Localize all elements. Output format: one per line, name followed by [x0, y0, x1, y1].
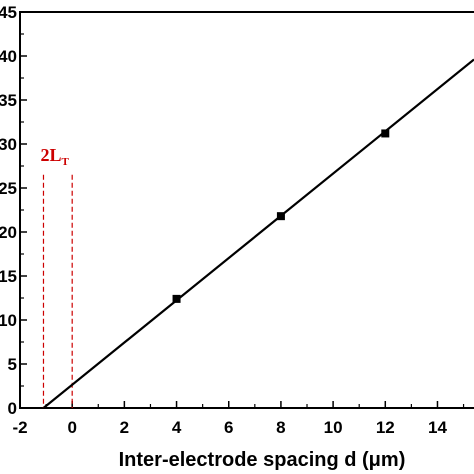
x-tick-label: 2: [120, 418, 129, 437]
data-point: [381, 129, 390, 138]
data-points: [172, 129, 390, 303]
x-tick-label: 12: [376, 418, 395, 437]
x-tick-label: 4: [172, 418, 182, 437]
y-tick-label: 35: [0, 91, 17, 110]
y-tick-label: 40: [0, 47, 17, 66]
x-tick-label: 6: [224, 418, 233, 437]
x-tick-label: 8: [276, 418, 285, 437]
transfer-length-label: 2LT: [40, 145, 69, 168]
x-tick-label: 14: [428, 418, 447, 437]
y-tick-label: 30: [0, 135, 17, 154]
transfer-length-label-main: 2L: [40, 145, 61, 165]
plot-frame: [19, 11, 474, 409]
x-tick-label: 10: [324, 418, 343, 437]
fit-line: [42, 58, 474, 409]
y-tick-label: 10: [0, 311, 17, 330]
y-tick-label: 45: [0, 3, 17, 22]
transfer-length-marker: 2LT: [40, 145, 73, 408]
y-tick-label: 5: [8, 355, 17, 374]
x-tick-label: 0: [67, 418, 76, 437]
x-tick-label: -2: [12, 418, 27, 437]
fit-line-layer: [42, 58, 474, 409]
data-point: [276, 212, 285, 221]
y-tick-label: 25: [0, 179, 17, 198]
y-tick-label: 15: [0, 267, 17, 286]
x-axis-title: Inter-electrode spacing d (μm): [119, 449, 406, 471]
y-tick-label: 0: [8, 399, 17, 418]
transfer-length-label-sub: T: [61, 156, 69, 168]
data-point: [172, 294, 181, 303]
y-tick-label: 20: [0, 223, 17, 242]
